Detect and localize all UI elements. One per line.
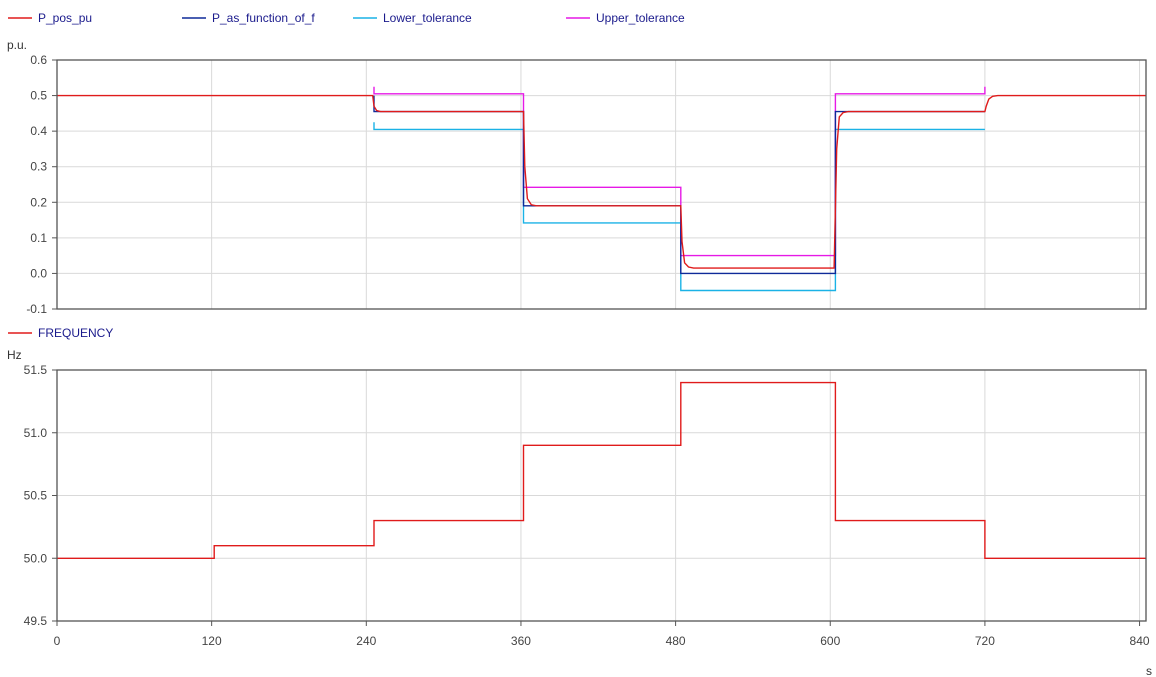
x-tick-label: 0	[54, 634, 61, 648]
chart-panel-1: P_pos_pu P_as_function_of_f Lower_toleranc…	[7, 11, 1147, 316]
legend-label: P_pos_pu	[38, 11, 92, 25]
legend-label: FREQUENCY	[38, 326, 113, 340]
y-unit-label: Hz	[7, 348, 22, 362]
y-tick-label: 0.5	[30, 89, 47, 103]
series-frequency	[57, 381, 1146, 559]
y-tick-label: 51.0	[24, 426, 48, 440]
x-tick-label: 600	[820, 634, 840, 648]
y-tick-label: 0.0	[30, 266, 47, 280]
y-tick-label: 0.6	[30, 53, 47, 67]
series-p-pos-pu	[57, 94, 1146, 269]
series-p-as-function-of-f	[373, 95, 985, 275]
x-tick-label: 480	[666, 634, 686, 648]
y-tick-label: 51.5	[24, 363, 48, 377]
y-unit-label: p.u.	[7, 38, 27, 52]
y-tick-label: 50.5	[24, 489, 48, 503]
chart-panel-2: FREQUENCY Hz 49.5 50.0 50.5 51.0 51.5 0 120 240 36…	[7, 326, 1152, 677]
series-group	[57, 86, 1146, 292]
plot-frame	[56, 59, 1147, 310]
legend-label: Lower_tolerance	[383, 11, 472, 25]
y-tick-label: 0.2	[30, 195, 47, 209]
x-tick-label: 840	[1130, 634, 1150, 648]
series-group	[57, 381, 1146, 559]
x-tick-label: 720	[975, 634, 995, 648]
y-tick-label: 0.3	[30, 160, 47, 174]
y-tick-label: 0.1	[30, 231, 47, 245]
x-tick-label: 360	[511, 634, 531, 648]
y-tick-label: -0.1	[26, 302, 47, 316]
y-tick-label: 50.0	[24, 551, 48, 565]
y-tick-label: 49.5	[24, 614, 48, 628]
y-tick-label: 0.4	[30, 124, 47, 138]
x-unit-label: s	[1146, 664, 1152, 677]
legend-label: Upper_tolerance	[596, 11, 685, 25]
legend-label: P_as_function_of_f	[212, 11, 315, 25]
x-tick-label: 240	[356, 634, 376, 648]
x-tick-label: 120	[202, 634, 222, 648]
